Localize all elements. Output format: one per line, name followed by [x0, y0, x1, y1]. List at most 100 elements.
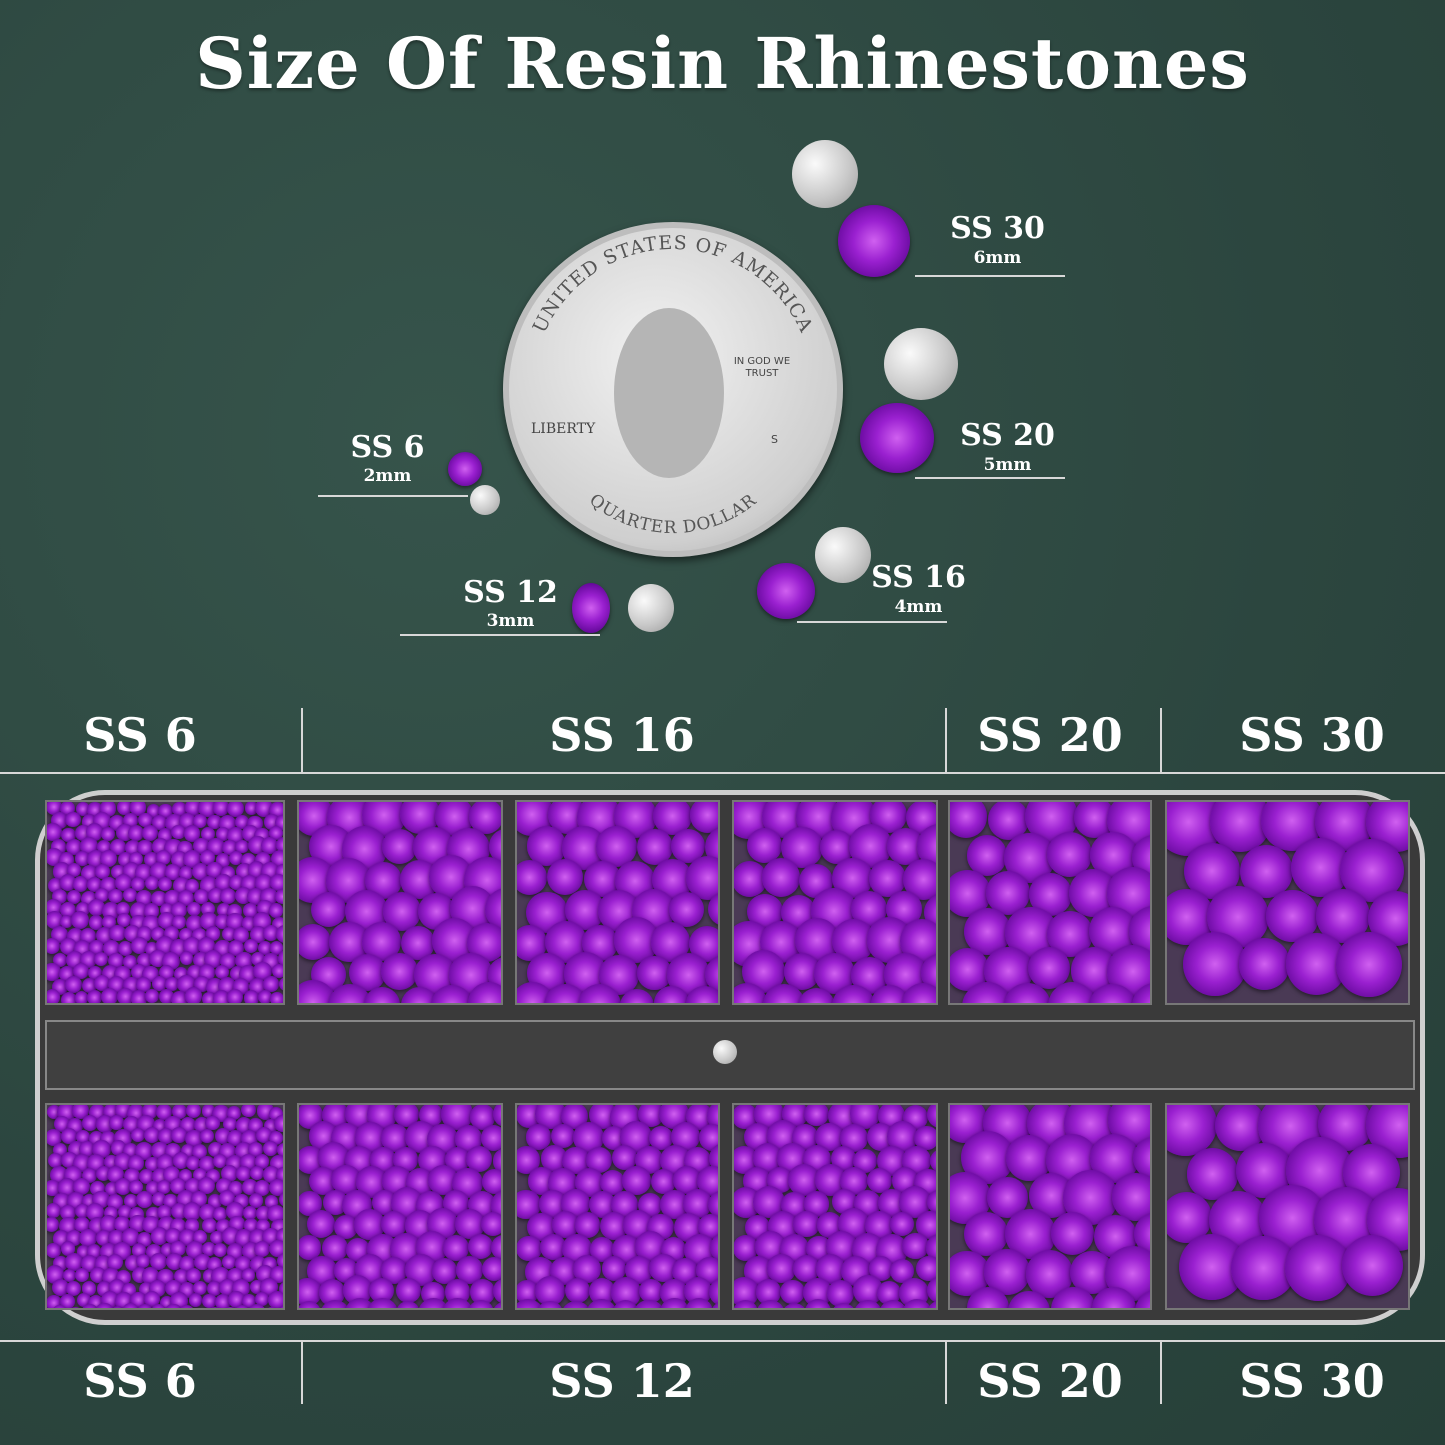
rhinestone	[94, 863, 110, 879]
rhinestone	[62, 1268, 77, 1283]
rhinestone	[417, 1298, 449, 1308]
rhinestone	[228, 940, 244, 957]
rhinestone	[205, 1115, 221, 1131]
rhinestone	[76, 1292, 91, 1307]
rhinestone	[901, 1298, 933, 1308]
rhinestone	[228, 1291, 246, 1308]
rhinestone	[71, 1105, 89, 1119]
rhinestone	[964, 1211, 1009, 1257]
rhinestone	[226, 1105, 241, 1120]
rhinestone	[226, 1202, 244, 1220]
rhinestone	[585, 1299, 617, 1308]
rhinestone	[67, 1307, 84, 1308]
rhinestone	[1341, 1234, 1403, 1296]
rhinestone	[299, 980, 336, 1003]
rhinestone	[916, 824, 936, 870]
rhinestone	[797, 987, 835, 1003]
rhinestone	[488, 829, 501, 864]
rhinestone	[468, 1300, 495, 1308]
rhinestone	[279, 1191, 283, 1207]
tray-bottom-label: SS 20	[977, 1354, 1123, 1408]
rhinestone	[66, 838, 83, 855]
rhinestone	[832, 984, 875, 1003]
rhinestone	[156, 849, 172, 866]
tray-compartment	[515, 1103, 720, 1310]
rhinestone	[271, 916, 283, 932]
rhinestone	[218, 1189, 236, 1207]
rhinestone	[123, 1194, 138, 1209]
rhinestone	[270, 874, 283, 891]
rhinestone	[170, 1240, 186, 1257]
rhinestone	[278, 1280, 283, 1297]
rhinestone	[95, 1302, 114, 1308]
rhinestone	[159, 988, 174, 1003]
rhinestone	[275, 924, 283, 943]
rhinestone	[706, 1105, 718, 1132]
divider-line	[318, 495, 468, 497]
rhinestone	[171, 915, 187, 930]
tray-top-label: SS 6	[83, 708, 197, 762]
tray-compartment	[948, 1103, 1152, 1310]
rhinestone	[830, 1302, 857, 1308]
rhinestone	[787, 1164, 820, 1197]
rhinestone	[380, 952, 419, 991]
rhinestone	[637, 956, 672, 991]
rhinestone	[984, 1249, 1030, 1295]
rhinestone	[61, 991, 78, 1003]
rhinestone	[1133, 1136, 1150, 1179]
rhinestone	[194, 1253, 211, 1271]
rhinestone	[183, 849, 202, 868]
rhinestone	[110, 1139, 127, 1156]
rhinestone	[250, 1166, 264, 1181]
rhinestone	[307, 1210, 336, 1239]
rhinestone	[136, 977, 152, 993]
rhinestone	[215, 914, 230, 929]
rhinestone	[81, 977, 97, 993]
rhinestone	[188, 1293, 203, 1307]
rhinestone	[93, 975, 110, 992]
rhinestone	[565, 1277, 590, 1303]
rhinestone	[47, 989, 61, 1003]
rhinestone	[64, 975, 82, 994]
rhinestone	[756, 1300, 786, 1308]
rhinestone	[239, 1153, 257, 1171]
svg-text:QUARTER DOLLAR: QUARTER DOLLAR	[585, 490, 760, 538]
rhinestone	[89, 1266, 106, 1283]
rhinestone	[214, 1293, 231, 1308]
rhinestone	[138, 1168, 155, 1184]
rhinestone	[228, 875, 244, 891]
rhinestone	[492, 1300, 501, 1308]
rhinestone	[170, 901, 188, 919]
rhinestone	[275, 1227, 283, 1245]
rhinestone	[870, 985, 909, 1003]
rhinestone	[235, 1256, 251, 1273]
flatback-stone-ss30	[792, 140, 858, 208]
rhinestone	[121, 1227, 140, 1246]
rhinestone	[560, 1300, 591, 1308]
rhinestone	[172, 1152, 190, 1169]
divider-line	[945, 708, 947, 772]
rhinestone	[221, 1255, 236, 1270]
rhinestone	[108, 924, 126, 942]
rhinestone	[517, 1146, 540, 1174]
purple-stone-ss30	[838, 205, 910, 277]
rhinestone	[659, 1297, 689, 1308]
rhinestone	[66, 890, 81, 904]
rhinestone	[793, 1210, 821, 1238]
rhinestone	[60, 1294, 75, 1308]
rhinestone	[226, 913, 244, 931]
rhinestone	[186, 1105, 202, 1119]
rhinestone	[299, 1191, 323, 1216]
rhinestone	[686, 985, 718, 1003]
rhinestone	[235, 839, 250, 854]
rhinestone	[115, 901, 131, 917]
coin-liberty: LIBERTY	[531, 421, 596, 437]
rhinestone	[734, 983, 768, 1003]
rhinestone	[212, 1206, 228, 1222]
rhinestone	[150, 1252, 168, 1271]
rhinestone	[517, 859, 548, 896]
rhinestone	[102, 939, 121, 957]
rhinestone	[547, 859, 584, 896]
tray-top-label: SS 20	[977, 708, 1123, 762]
rhinestone	[552, 1211, 579, 1238]
